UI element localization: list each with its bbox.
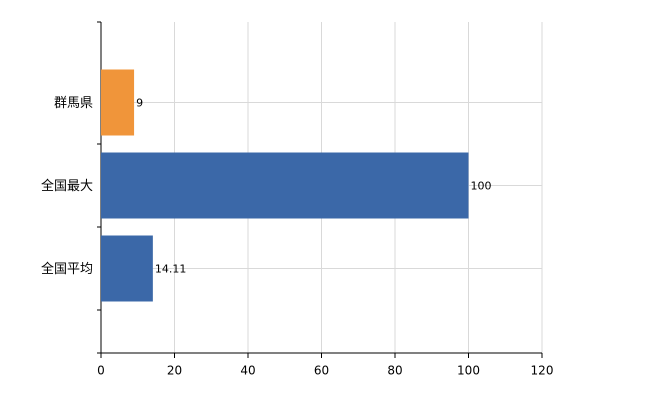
x-tick-label: 120: [531, 364, 554, 378]
y-tick-label: 全国最大: [41, 178, 93, 194]
x-tick-label: 20: [167, 364, 182, 378]
x-tick-label: 80: [387, 364, 402, 378]
bar: [101, 152, 469, 219]
data-label: 100: [471, 180, 492, 193]
x-tick-label: 40: [240, 364, 255, 378]
x-tick-label: 60: [314, 364, 329, 378]
x-tick-label: 100: [457, 364, 480, 378]
y-tick-label: 全国平均: [41, 261, 93, 277]
y-tick-label: 群馬県: [54, 96, 93, 111]
bar: [101, 69, 135, 136]
x-tick-label: 0: [97, 364, 105, 378]
data-label: 9: [136, 97, 143, 110]
bar: [101, 235, 153, 302]
data-label: 14.11: [155, 263, 187, 276]
